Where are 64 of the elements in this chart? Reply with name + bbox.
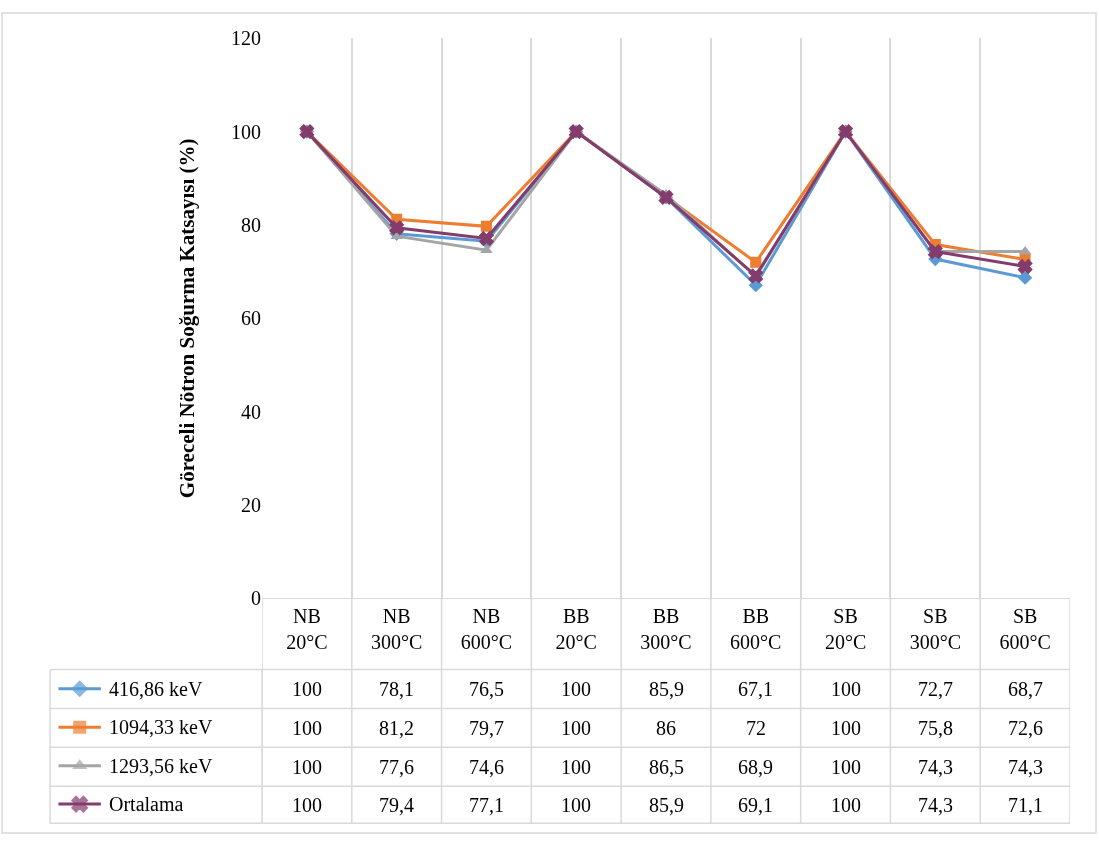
point xyxy=(750,256,762,268)
data-label: 100 xyxy=(292,678,322,700)
data-label: 100 xyxy=(831,717,861,739)
x-tick-label: BB 300°C xyxy=(640,605,692,654)
y-tick-label: 120 xyxy=(231,27,261,50)
data-label: 100 xyxy=(831,756,861,778)
data-label: 67,1 xyxy=(738,678,773,700)
x-tick-label: BB 20°C xyxy=(555,605,597,654)
data-label: 100 xyxy=(831,794,861,816)
data-label: 81,2 xyxy=(379,717,414,739)
y-axis-title: Göreceli Nötron Soğurma Katsayısı (%) xyxy=(175,138,200,499)
x-tick-label: BB 600°C xyxy=(730,605,782,654)
point xyxy=(389,220,404,235)
data-label: 85,9 xyxy=(649,794,684,816)
y-tick-label: 20 xyxy=(241,493,261,516)
data-label: 72,7 xyxy=(918,678,953,700)
point xyxy=(480,220,492,232)
data-label: 100 xyxy=(292,756,322,778)
data-label: 76,5 xyxy=(469,678,504,700)
data-label: 72,6 xyxy=(1008,717,1043,739)
data-label: 100 xyxy=(561,794,591,816)
data-label: 68,9 xyxy=(738,756,773,778)
data-label: 74,3 xyxy=(1008,756,1043,778)
legend-label: 1094,33 keV xyxy=(109,716,213,738)
data-label: 100 xyxy=(831,678,861,700)
y-tick-label: 80 xyxy=(241,213,261,236)
data-label: 72 xyxy=(746,717,766,739)
data-label: 79,7 xyxy=(469,717,504,739)
data-label: 77,6 xyxy=(379,756,414,778)
data-label: 78,1 xyxy=(379,678,414,700)
point xyxy=(1017,270,1033,285)
legend-label: 416,86 keV xyxy=(109,678,203,700)
x-tick-label: NB 600°C xyxy=(460,605,513,654)
point xyxy=(1017,259,1033,274)
y-tick-label: 40 xyxy=(241,400,261,423)
point xyxy=(928,244,943,259)
x-tick-label: SB 20°C xyxy=(824,605,867,654)
x-tick-label: SB 600°C xyxy=(999,605,1051,654)
data-label: 100 xyxy=(561,717,591,739)
legend-label: 1293,56 keV xyxy=(109,755,213,777)
data-label: 71,1 xyxy=(1008,794,1043,816)
data-label: 69,1 xyxy=(738,794,773,816)
data-label: 100 xyxy=(292,794,322,816)
data-label: 77,1 xyxy=(469,794,504,816)
data-label: 86 xyxy=(656,717,676,739)
y-tick-label: 60 xyxy=(241,307,261,330)
data-label: 100 xyxy=(561,678,591,700)
legend-label: Ortalama xyxy=(109,793,184,815)
point xyxy=(748,268,763,284)
data-label: 74,3 xyxy=(918,756,953,778)
data-label: 79,4 xyxy=(379,794,414,816)
data-label: 100 xyxy=(292,717,322,739)
data-label: 74,3 xyxy=(918,794,953,816)
x-tick-label: NB 20°C xyxy=(286,605,328,654)
x-tick-label: SB 300°C xyxy=(909,605,961,654)
data-label: 86,5 xyxy=(649,756,684,778)
y-tick-label: 0 xyxy=(251,587,261,610)
data-label: 74,6 xyxy=(469,756,504,778)
data-label: 85,9 xyxy=(649,678,684,700)
x-tick-label: NB 300°C xyxy=(371,605,423,654)
data-label: 68,7 xyxy=(1008,678,1043,700)
data-label: 75,8 xyxy=(918,717,953,739)
data-label: 100 xyxy=(561,756,591,778)
y-tick-label: 100 xyxy=(231,120,261,143)
